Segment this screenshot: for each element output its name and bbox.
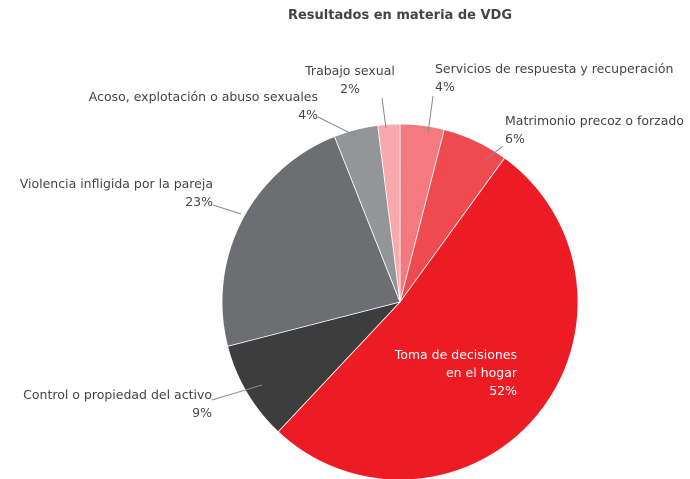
category-label: Control o propiedad del activo: [23, 387, 212, 402]
leader-line: [211, 384, 263, 401]
slice-label: Toma de decisiones en el hogar 52%: [387, 346, 517, 400]
leader-line: [212, 204, 242, 215]
slice-label: Servicios de respuesta y recuperación 4%: [435, 60, 673, 96]
category-label: Acoso, explotación o abuso sexuales: [88, 89, 318, 104]
leader-line: [381, 97, 387, 129]
value-label: 52%: [489, 383, 517, 398]
pie-slice: [377, 123, 401, 303]
chart-title: Resultados en materia de VDG: [287, 8, 513, 23]
pie-slice: [221, 135, 401, 347]
slice-label: Violencia infligida por la pareja 23%: [20, 175, 213, 211]
leader-line: [427, 95, 434, 134]
slice-label: Trabajo sexual 2%: [300, 62, 400, 98]
value-label: 2%: [340, 81, 360, 96]
slice-label: Acoso, explotación o abuso sexuales 4%: [89, 88, 318, 124]
value-label: 9%: [192, 405, 212, 420]
category-label: Toma de decisiones en el hogar: [394, 347, 517, 380]
value-label: 4%: [435, 79, 455, 94]
leader-line: [317, 116, 357, 137]
pie-slice: [277, 157, 579, 479]
pie-slice: [227, 301, 402, 433]
category-label: Violencia infligida por la pareja: [19, 176, 213, 191]
category-label: Servicios de respuesta y recuperación: [435, 61, 674, 76]
value-label: 23%: [185, 194, 213, 209]
value-label: 4%: [298, 107, 318, 122]
slice-label: Matrimonio precoz o forzado 6%: [505, 112, 684, 148]
slice-label: Control o propiedad del activo 9%: [23, 386, 212, 422]
category-label: Trabajo sexual: [305, 63, 395, 78]
value-label: 6%: [505, 131, 525, 146]
leader-line: [484, 145, 504, 161]
category-label: Matrimonio precoz o forzado: [505, 113, 684, 128]
